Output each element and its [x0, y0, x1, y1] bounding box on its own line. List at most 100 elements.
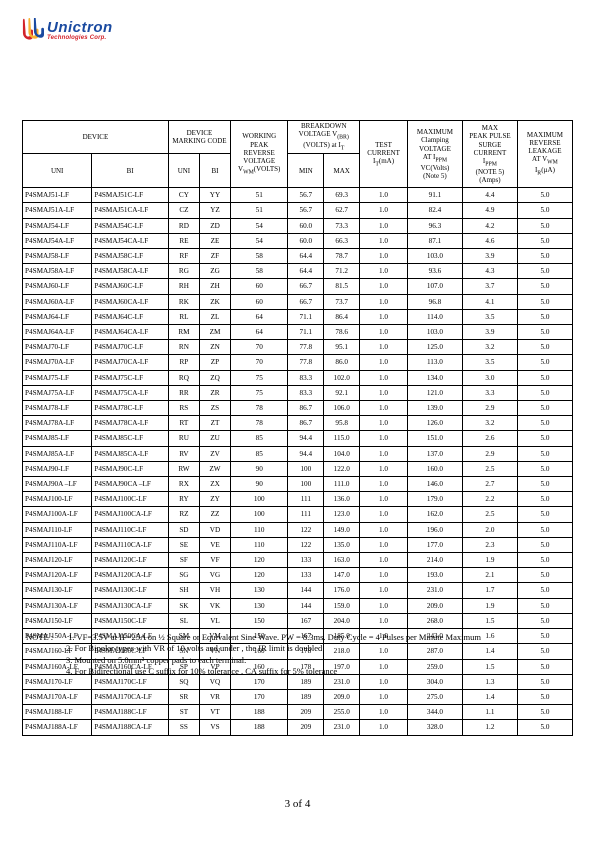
cell: SF [168, 553, 199, 568]
cell: ZP [199, 355, 230, 370]
hdr-dev-uni: UNI [23, 154, 92, 188]
cell: 1.0 [360, 492, 408, 507]
table-row: P4SMAJ51-LFP4SMAJ51C-LFCYYY5156.769.31.0… [23, 188, 573, 203]
cell: RH [168, 279, 199, 294]
cell: 83.3 [288, 385, 324, 400]
cell: ZT [199, 416, 230, 431]
cell: 85 [231, 446, 288, 461]
cell: 1.0 [360, 218, 408, 233]
cell: RR [168, 385, 199, 400]
cell: 3.3 [462, 385, 517, 400]
cell: P4SMAJ78CA-LF [92, 416, 169, 431]
cell: 5.0 [517, 583, 572, 598]
cell: 344.0 [407, 705, 462, 720]
table-row: P4SMAJ130A-LFP4SMAJ130CA-LFSKVK130144159… [23, 598, 573, 613]
cell: P4SMAJ58C-LF [92, 249, 169, 264]
cell: 5.0 [517, 385, 572, 400]
cell: 114.0 [407, 309, 462, 324]
cell: ZF [199, 249, 230, 264]
cell: ZQ [199, 370, 230, 385]
cell: RD [168, 218, 199, 233]
cell: 5.0 [517, 325, 572, 340]
cell: 86.0 [324, 355, 360, 370]
cell: 1.0 [360, 431, 408, 446]
cell: 133 [288, 568, 324, 583]
cell: 5.0 [517, 461, 572, 476]
cell: VG [199, 568, 230, 583]
cell: SL [168, 613, 199, 628]
cell: 96.8 [407, 294, 462, 309]
cell: 69.3 [324, 188, 360, 203]
cell: P4SMAJ188CA-LF [92, 720, 169, 735]
cell: 5.0 [517, 249, 572, 264]
table-row: P4SMAJ64-LFP4SMAJ64C-LFRLZL6471.186.41.0… [23, 309, 573, 324]
cell: VL [199, 613, 230, 628]
cell: 179.0 [407, 492, 462, 507]
cell: RF [168, 249, 199, 264]
table-row: P4SMAJ58A-LFP4SMAJ58CA-LFRGZG5864.471.21… [23, 264, 573, 279]
cell: P4SMAJ100CA-LF [92, 507, 169, 522]
cell: VR [199, 689, 230, 704]
hdr-device: DEVICE [23, 121, 169, 154]
cell: 96.3 [407, 218, 462, 233]
cell: 5.0 [517, 355, 572, 370]
cell: 3.7 [462, 279, 517, 294]
cell: 1.1 [462, 705, 517, 720]
cell: RK [168, 294, 199, 309]
cell: P4SMAJ78C-LF [92, 401, 169, 416]
cell: ZL [199, 309, 230, 324]
cell: 58 [231, 264, 288, 279]
cell: P4SMAJ110C-LF [92, 522, 169, 537]
cell: P4SMAJ130CA-LF [92, 598, 169, 613]
hdr-mark-bi: BI [199, 154, 230, 188]
cell: 134.0 [407, 370, 462, 385]
cell: 5.0 [517, 401, 572, 416]
cell: 56.7 [288, 188, 324, 203]
table-row: P4SMAJ100A-LFP4SMAJ100CA-LFRZZZ100111123… [23, 507, 573, 522]
table-header: DEVICE DEVICEMARKING CODE WORKINGPEAKREV… [23, 121, 573, 188]
cell: 60.0 [288, 218, 324, 233]
cell: P4SMAJ170CA-LF [92, 689, 169, 704]
cell: 78 [231, 401, 288, 416]
cell: 150 [231, 613, 288, 628]
cell: RG [168, 264, 199, 279]
cell: 1.0 [360, 522, 408, 537]
cell: 146.0 [407, 477, 462, 492]
table-row: P4SMAJ100-LFP4SMAJ100C-LFRYZY100111136.0… [23, 492, 573, 507]
cell: 1.0 [360, 401, 408, 416]
cell: P4SMAJ60CA-LF [92, 294, 169, 309]
cell: 1.0 [360, 188, 408, 203]
cell: 1.0 [360, 613, 408, 628]
cell: 94.4 [288, 431, 324, 446]
cell: 1.0 [360, 583, 408, 598]
cell: VS [199, 720, 230, 735]
cell: 60 [231, 279, 288, 294]
cell: 64.4 [288, 249, 324, 264]
cell: 71.1 [288, 309, 324, 324]
cell: 5.0 [517, 689, 572, 704]
hdr-mark-uni: UNI [168, 154, 199, 188]
cell: 275.0 [407, 689, 462, 704]
cell: 3.0 [462, 370, 517, 385]
cell: 51 [231, 203, 288, 218]
cell: P4SMAJ90A –LF [23, 477, 92, 492]
cell: 5.0 [517, 279, 572, 294]
cell: 147.0 [324, 568, 360, 583]
cell: 2.5 [462, 461, 517, 476]
cell: 4.4 [462, 188, 517, 203]
cell: 66.3 [324, 233, 360, 248]
cell: P4SMAJ51CA-LF [92, 203, 169, 218]
cell: 144 [288, 598, 324, 613]
cell: P4SMAJ78A-LF [23, 416, 92, 431]
cell: P4SMAJ78-LF [23, 401, 92, 416]
cell: 93.6 [407, 264, 462, 279]
cell: P4SMAJ188-LF [23, 705, 92, 720]
cell: 1.0 [360, 309, 408, 324]
cell: 5.0 [517, 705, 572, 720]
cell: P4SMAJ120A-LF [23, 568, 92, 583]
cell: 126.0 [407, 416, 462, 431]
cell: P4SMAJ54CA-LF [92, 233, 169, 248]
cell: 125.0 [407, 340, 462, 355]
table-row: P4SMAJ110-LFP4SMAJ110C-LFSDVD110122149.0… [23, 522, 573, 537]
cell: RV [168, 446, 199, 461]
